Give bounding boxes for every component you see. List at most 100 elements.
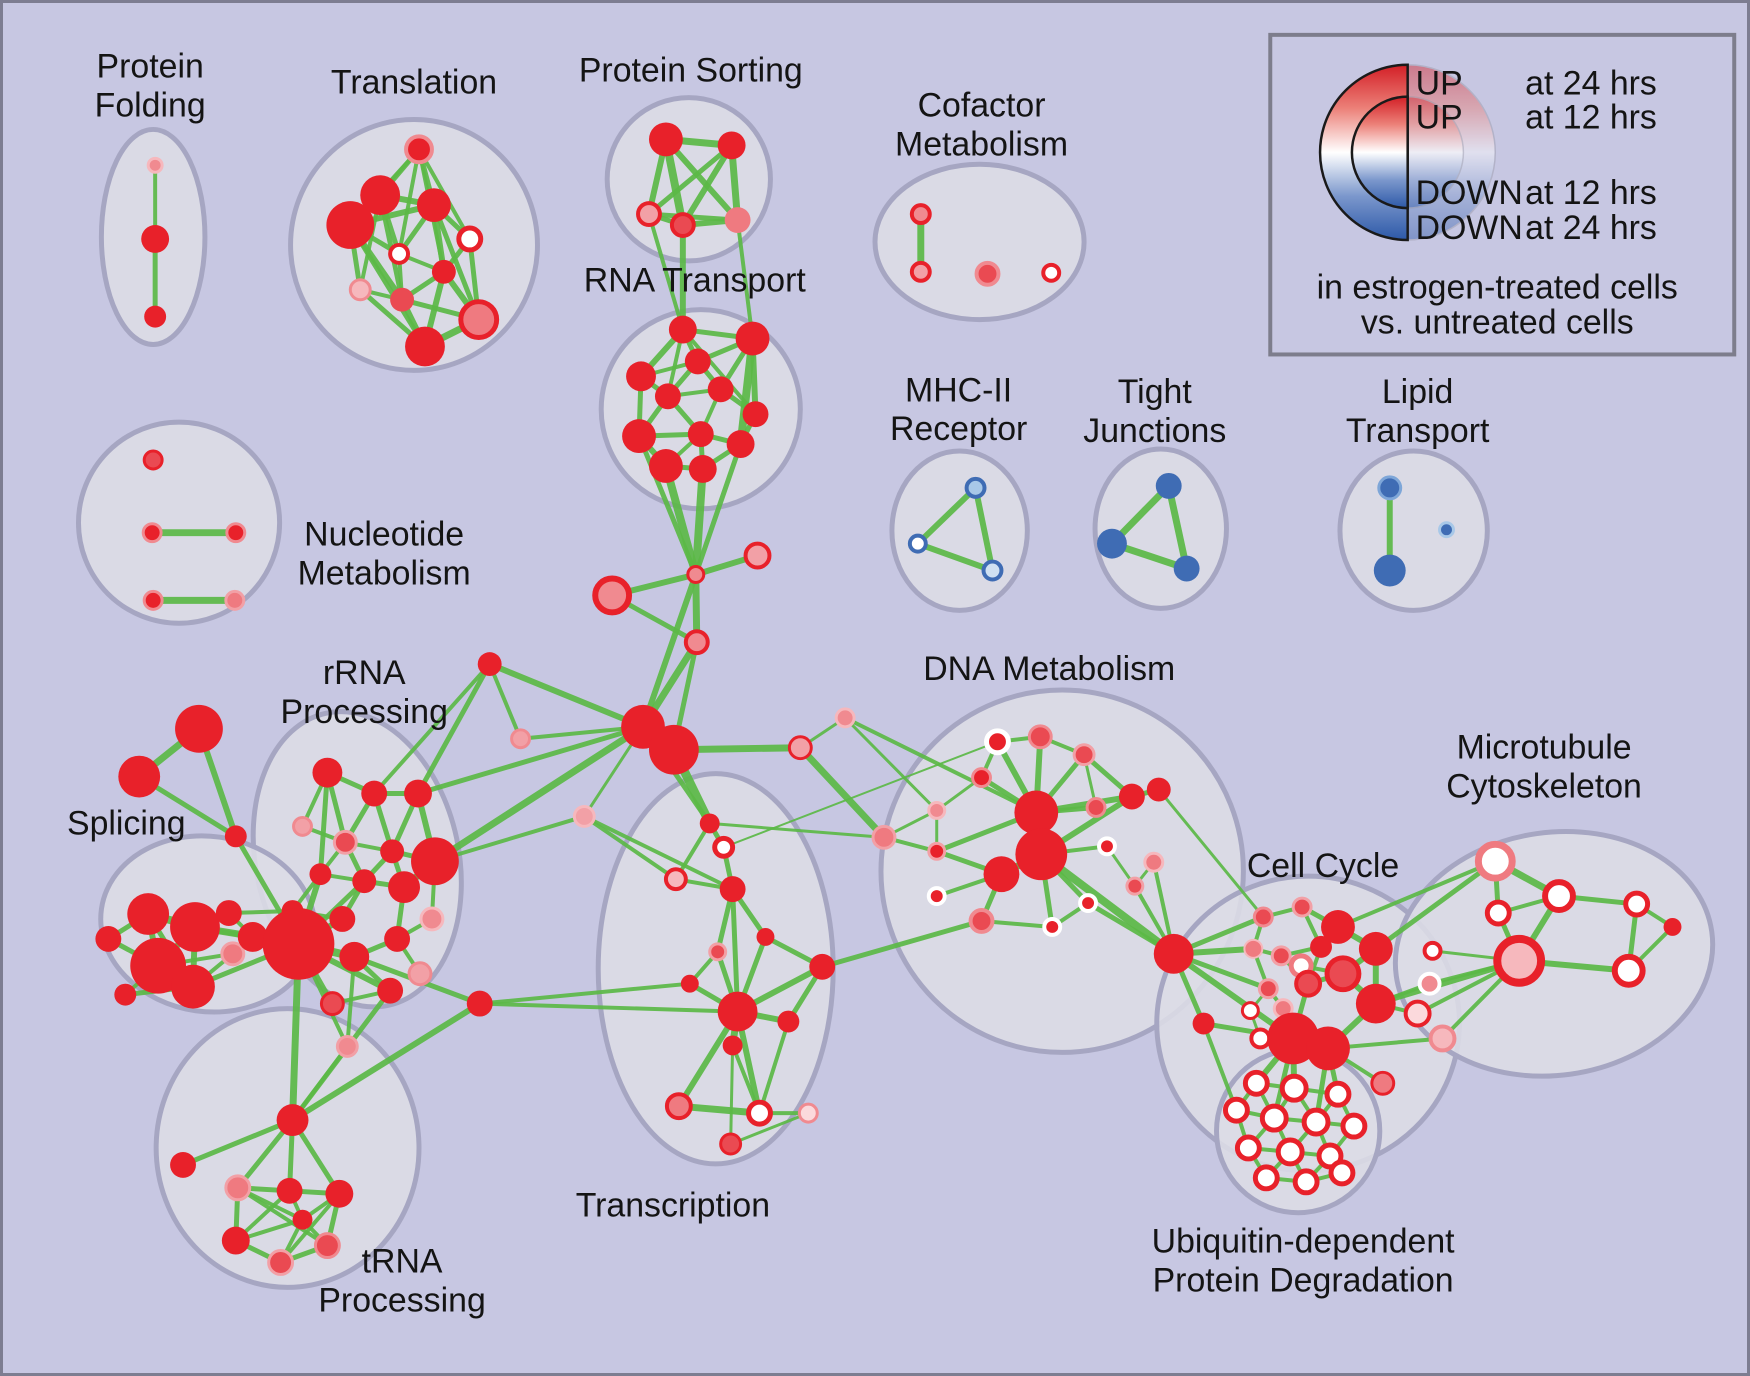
gene-node-r9 — [726, 430, 755, 459]
gene-node-tri0 — [175, 704, 223, 753]
gene-node-sp1 — [170, 902, 220, 952]
edge-mh1-mh2 — [914, 540, 996, 574]
gene-node-u12 — [1328, 1159, 1356, 1187]
cluster-blob-lipid-transport — [1337, 448, 1490, 613]
edge-t2-t9 — [431, 202, 482, 323]
cluster-blob-trna-processing — [153, 1006, 422, 1290]
gene-node-r2 — [626, 361, 656, 392]
gene-node-tj2 — [1173, 555, 1200, 582]
gene-node-rr16 — [377, 977, 404, 1004]
gene-node-cc13 — [1249, 1027, 1272, 1050]
gene-node-g0 — [466, 990, 493, 1017]
legend-time-12: at 12 hrs — [1525, 98, 1657, 136]
gene-node-dm16 — [1042, 916, 1063, 937]
gene-node-cc10 — [1240, 1001, 1260, 1021]
gene-node-dm18 — [1125, 876, 1145, 896]
gene-node-cf3 — [1041, 262, 1062, 283]
cluster-blob-tight-junctions — [1092, 446, 1229, 611]
cluster-blob-cofactor-metabolism — [872, 161, 1087, 323]
edge-pn0-dm7 — [843, 715, 1039, 815]
gene-node-u1 — [1279, 1073, 1309, 1103]
edge-m2-x3 — [582, 814, 735, 892]
gene-node-cc12 — [1355, 983, 1396, 1024]
gene-node-u8 — [1275, 1137, 1305, 1167]
gene-node-r0 — [668, 315, 697, 344]
cluster-label-splicing: Splicing — [67, 804, 186, 842]
edge-m0-m1 — [487, 662, 523, 741]
gene-node-tn1 — [276, 1177, 303, 1204]
gene-node-rr5 — [380, 839, 405, 864]
gene-node-dm0 — [984, 728, 1011, 756]
cluster-labels-layer: Protein Folding Translation Protein Sorting… — [67, 48, 1642, 1320]
gene-node-rr12 — [262, 908, 335, 980]
gene-node-rr6 — [411, 837, 459, 886]
gene-node-t8 — [390, 287, 415, 312]
legend: UP at 24 hrs UP at 12 hrs DOWN at 12 hrs… — [1268, 32, 1737, 357]
gene-node-mt1 — [1542, 879, 1576, 914]
gene-node-tn4 — [313, 1232, 341, 1259]
gene-node-nm2 — [225, 522, 247, 544]
cluster-label-mhc-ii-receptor: MHC-II Receptor — [890, 371, 1027, 448]
cluster-label-tight-junctions: Tight Junctions — [1083, 373, 1226, 450]
gene-node-t2 — [417, 188, 451, 223]
gene-node-rr13 — [339, 941, 370, 972]
gene-node-c3 — [683, 629, 710, 656]
gene-node-hub1 — [648, 724, 699, 775]
gene-node-x8 — [717, 991, 758, 1032]
edge-dm8-dm22 — [1037, 850, 1178, 958]
gene-node-rr14 — [384, 925, 411, 952]
edge-hub0-rr2 — [415, 724, 646, 797]
gene-node-u4 — [1259, 1103, 1289, 1133]
gene-node-cc3 — [1310, 935, 1332, 958]
gene-node-m0 — [477, 652, 502, 677]
gene-node-tj1 — [1097, 528, 1127, 559]
gene-node-rr11 — [329, 906, 356, 932]
edge-g0-x8 — [477, 1001, 740, 1014]
gene-node-t6 — [431, 259, 456, 284]
gene-node-cc16 — [1294, 969, 1323, 998]
edge-pn0-dm4 — [843, 716, 939, 812]
gene-node-br1 — [1403, 999, 1432, 1028]
gene-node-x14 — [719, 1132, 743, 1156]
gene-node-rr18 — [407, 961, 433, 987]
edge-dm11-cc0 — [1157, 788, 1265, 919]
legend-box — [1268, 32, 1737, 357]
gene-node-sp3 — [130, 937, 187, 994]
gene-node-cc15 — [1306, 1026, 1350, 1071]
gene-node-rr8 — [352, 869, 377, 894]
edge-m0-rr2 — [415, 661, 493, 797]
gene-node-u6 — [1340, 1112, 1368, 1140]
gene-node-mt6 — [1663, 917, 1682, 936]
gene-node-c1 — [743, 541, 772, 570]
gene-node-rr4 — [332, 829, 358, 855]
gene-node-x0 — [699, 813, 720, 834]
gene-node-dm1 — [1027, 724, 1053, 750]
edge-mh0-mh1 — [914, 484, 979, 547]
gene-node-tj0 — [1155, 472, 1182, 499]
edge-m2-x2 — [582, 814, 678, 882]
gene-node-tn3 — [221, 1226, 250, 1255]
gene-node-u7 — [1234, 1134, 1262, 1162]
gene-node-rr0 — [312, 757, 343, 788]
gene-node-rr17 — [319, 991, 345, 1017]
edge-tn_h-g0 — [289, 1000, 483, 1124]
gene-node-pf2 — [144, 305, 167, 328]
gene-node-mh0 — [964, 476, 987, 499]
legend-direction-up-24: UP — [1416, 65, 1463, 103]
gene-node-t10 — [405, 326, 445, 367]
edge-c0-hub0 — [640, 571, 699, 730]
gene-node-cc9 — [1257, 978, 1279, 1000]
gene-node-ps3 — [669, 212, 696, 238]
gene-node-cc17 — [1192, 1012, 1215, 1035]
gene-node-cf1 — [909, 260, 932, 283]
gene-node-cc7 — [1324, 955, 1362, 993]
gene-node-lp1 — [1373, 554, 1406, 587]
gene-node-tn0 — [224, 1174, 252, 1202]
gene-node-sp2 — [95, 925, 122, 952]
gene-node-u3 — [1222, 1096, 1250, 1124]
edge-m0-rr1 — [372, 662, 492, 796]
gene-node-pn0 — [834, 707, 856, 729]
gene-node-r5 — [707, 376, 734, 403]
legend-time-down-12: at 12 hrs — [1525, 174, 1657, 212]
